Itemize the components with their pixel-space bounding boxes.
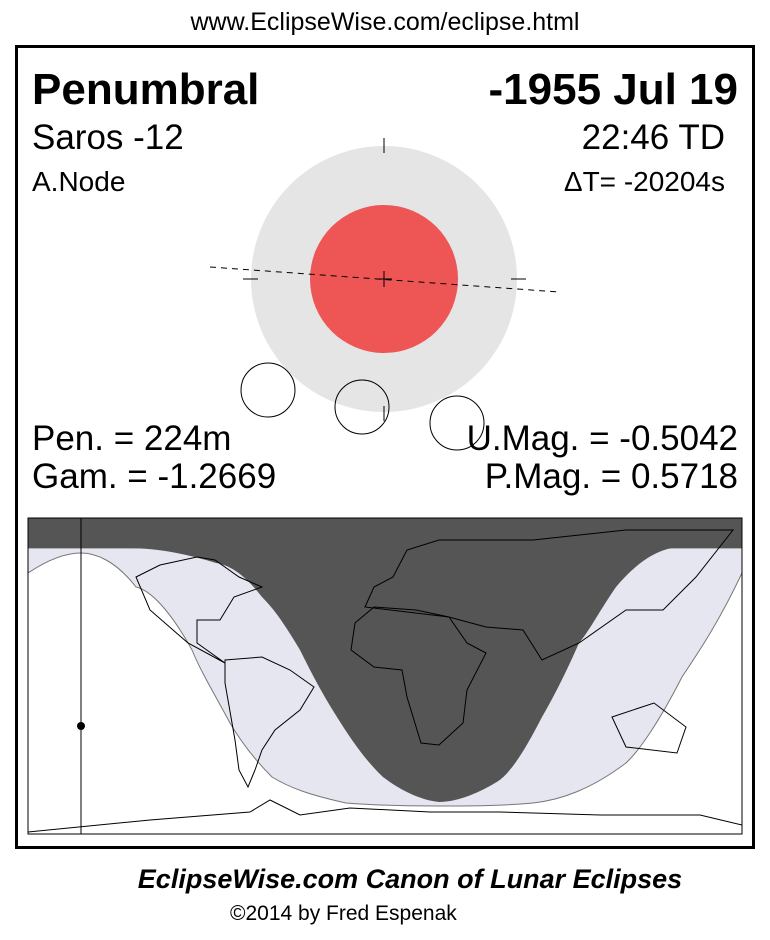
penumbral-magnitude: P.Mag. = 0.5718 xyxy=(484,457,738,496)
map-border xyxy=(27,517,743,835)
center-cross xyxy=(376,271,392,287)
axis-ticks xyxy=(243,138,526,421)
umbral-magnitude: U.Mag. = -0.5042 xyxy=(466,419,738,458)
australia-outline xyxy=(611,702,687,754)
eclipse-type: Penumbral xyxy=(32,65,260,114)
ecliptic-line xyxy=(209,266,560,293)
eurasia-outline xyxy=(364,529,735,661)
coastlines xyxy=(28,529,742,833)
eclipse-date: -1955 Jul 19 xyxy=(488,65,739,114)
moon-first-contact xyxy=(240,362,296,418)
footer-copyright: ©2014 by Fred Espenak xyxy=(230,902,457,925)
penumbral-duration: Pen. = 224m xyxy=(32,419,232,458)
plate-frame xyxy=(15,45,755,849)
eclipse-time: 22:46 TD xyxy=(581,118,725,157)
night-zone xyxy=(28,518,742,802)
sublunar-point-dot xyxy=(77,722,85,730)
moon-greatest-eclipse xyxy=(334,379,390,435)
delta-t: ΔT= -20204s xyxy=(563,166,725,197)
africa-outline xyxy=(350,606,487,746)
moon-last-contact xyxy=(429,395,485,451)
gamma: Gam. = -1.2669 xyxy=(32,457,277,496)
source-url: www.EclipseWise.com/eclipse.html xyxy=(190,8,580,36)
footer-title: EclipseWise.com Canon of Lunar Eclipses xyxy=(137,864,683,894)
antarctica-outline xyxy=(28,799,742,833)
south-america-outline xyxy=(224,656,315,789)
saros-number: Saros -12 xyxy=(32,118,184,157)
node: A.Node xyxy=(32,166,126,197)
north-america-outline xyxy=(135,556,264,664)
